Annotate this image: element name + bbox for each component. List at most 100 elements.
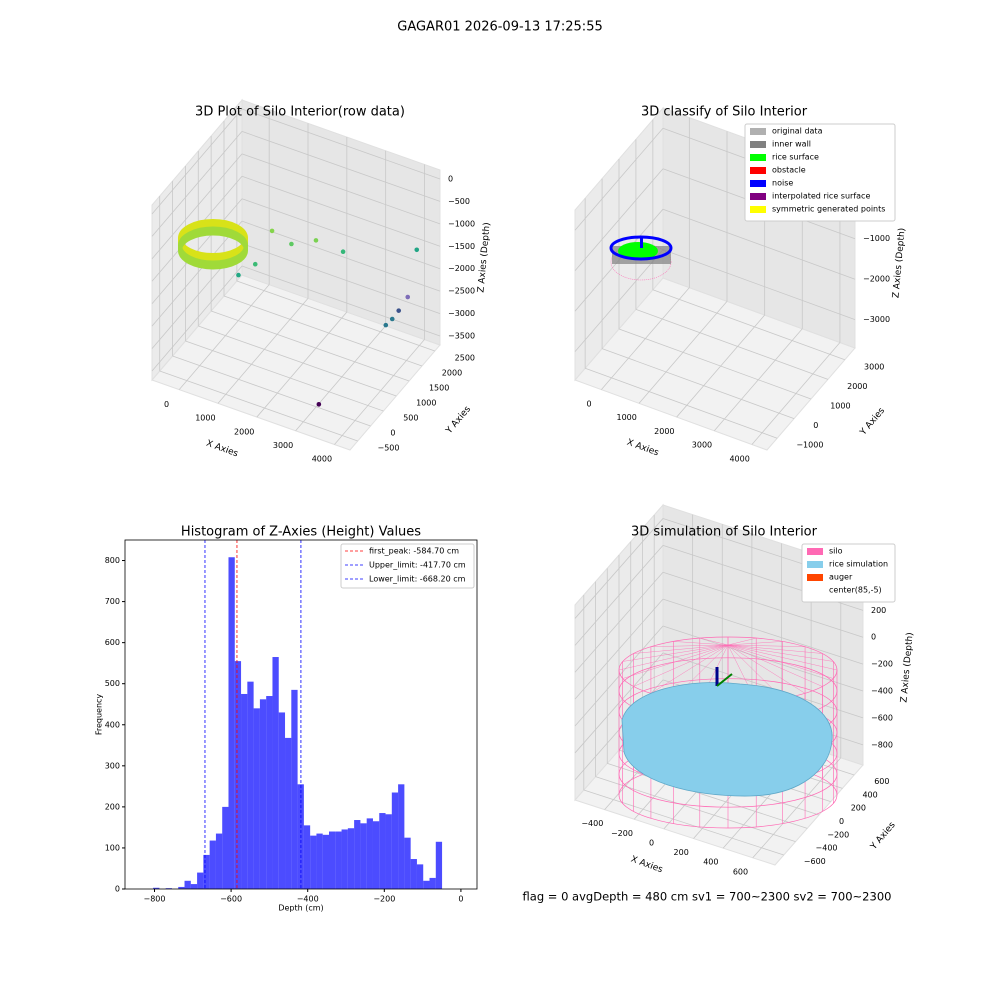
- z-tick-label: −500: [448, 197, 470, 206]
- z-tick-label: 200: [871, 606, 886, 615]
- grid-line: [662, 652, 864, 719]
- grid-line: [574, 518, 664, 619]
- grid-line: [241, 131, 441, 202]
- y-tick-label: −500: [378, 444, 400, 453]
- z-tick-label: −1500: [448, 242, 475, 251]
- y-tick-label: 0: [839, 817, 844, 826]
- legend-label: noise: [772, 179, 793, 188]
- x-tick-label: 200: [674, 848, 689, 857]
- bar: [416, 864, 424, 889]
- x-tick-label: 1000: [195, 414, 215, 423]
- x-tick-label: 2000: [654, 427, 674, 436]
- y-tick-label: 0: [115, 885, 120, 894]
- legend-box: [340, 543, 475, 589]
- bar: [222, 806, 229, 889]
- chart-title: Histogram of Z-Axies (Height) Values: [181, 525, 421, 540]
- silo-wire: [727, 644, 834, 662]
- grid-line: [652, 289, 845, 361]
- legend-label: symmetric generated points: [772, 205, 885, 214]
- bar: [241, 693, 248, 889]
- grid-line: [585, 367, 778, 439]
- y-tick-label: 100: [105, 843, 120, 852]
- x-tick-label: 0: [649, 838, 654, 847]
- grid-line: [574, 168, 664, 271]
- point: [389, 316, 395, 322]
- z-tick-label: −2500: [448, 287, 475, 296]
- bar: [360, 823, 367, 889]
- silo-wire: [727, 644, 834, 679]
- bar: [184, 880, 191, 889]
- legend-label: center(85,-5): [829, 586, 882, 595]
- grid-line: [217, 298, 309, 404]
- x-tick-label: 3000: [692, 441, 712, 450]
- z-axis-label: Z Axies (Depth): [476, 222, 492, 293]
- z-tick-label: −3500: [448, 332, 475, 341]
- grid-line: [662, 625, 864, 692]
- bar: [228, 557, 235, 889]
- z-tick-label: −400: [871, 687, 893, 696]
- bar: [335, 831, 342, 889]
- point: [383, 322, 389, 328]
- rice-surface: [618, 242, 658, 260]
- bar: [354, 820, 361, 889]
- bar: [366, 818, 373, 889]
- bar: [404, 837, 411, 889]
- grid-line: [595, 776, 796, 843]
- z-axis-label: Z Axies (Depth): [899, 632, 915, 703]
- bar: [310, 835, 317, 889]
- grid-line: [241, 108, 441, 180]
- x-tick-label: 1000: [617, 413, 637, 422]
- axes-frame: [124, 539, 478, 890]
- y-tick-label: 2000: [847, 382, 867, 391]
- figure-title: GAGAR01 2026-09-13 17:25:55: [397, 20, 602, 35]
- grid-line: [241, 198, 441, 270]
- bar: [165, 888, 172, 889]
- bar: [410, 859, 417, 889]
- legend-box: [801, 543, 896, 603]
- bar: [259, 699, 267, 889]
- point: [316, 402, 322, 407]
- bar: [272, 657, 279, 889]
- legend-swatch: [750, 154, 766, 161]
- y-tick-label: 1000: [416, 399, 436, 408]
- y-tick-label: −200: [827, 830, 849, 839]
- bar: [278, 712, 286, 889]
- y-tick-label: 500: [403, 414, 418, 423]
- legend-swatch: [750, 180, 766, 187]
- z-axis-label: Z Axies (Depth): [891, 227, 907, 298]
- point: [236, 272, 241, 278]
- legend-label: auger: [829, 573, 853, 582]
- grid-line: [159, 370, 358, 442]
- y-tick-label: 2500: [455, 354, 475, 363]
- legend-label: inner wall: [772, 140, 811, 149]
- silo-wire: [727, 644, 806, 694]
- silo-wire: [727, 644, 823, 654]
- silo-wire: [622, 644, 729, 679]
- grid-line: [172, 355, 371, 427]
- legend-swatch: [807, 548, 823, 555]
- legend-swatch: [750, 167, 766, 174]
- legend-label: interpolated rice surface: [772, 192, 870, 201]
- silo-wire: [699, 637, 729, 646]
- bar: [341, 829, 348, 889]
- point-cloud-ring: [178, 231, 248, 270]
- grid-line: [198, 325, 397, 397]
- grid-line: [241, 265, 441, 337]
- x-tick-label: 0: [586, 399, 591, 408]
- grid-line: [151, 131, 243, 237]
- x-tick-label: −600: [220, 895, 242, 904]
- silo-wire: [650, 644, 729, 647]
- y-tick-label: 200: [105, 802, 120, 811]
- bar: [316, 833, 323, 889]
- point: [414, 247, 420, 253]
- legend-box: [744, 123, 896, 222]
- y-tick-label: 500: [105, 679, 120, 688]
- silo-wire: [650, 644, 729, 694]
- z-tick-label: −2000: [448, 264, 475, 273]
- grid-line: [662, 249, 856, 321]
- legend-swatch: [750, 128, 766, 135]
- x-tick-label: 400: [703, 858, 718, 867]
- silo-wire: [622, 644, 729, 662]
- x-tick-label: 2000: [234, 427, 254, 436]
